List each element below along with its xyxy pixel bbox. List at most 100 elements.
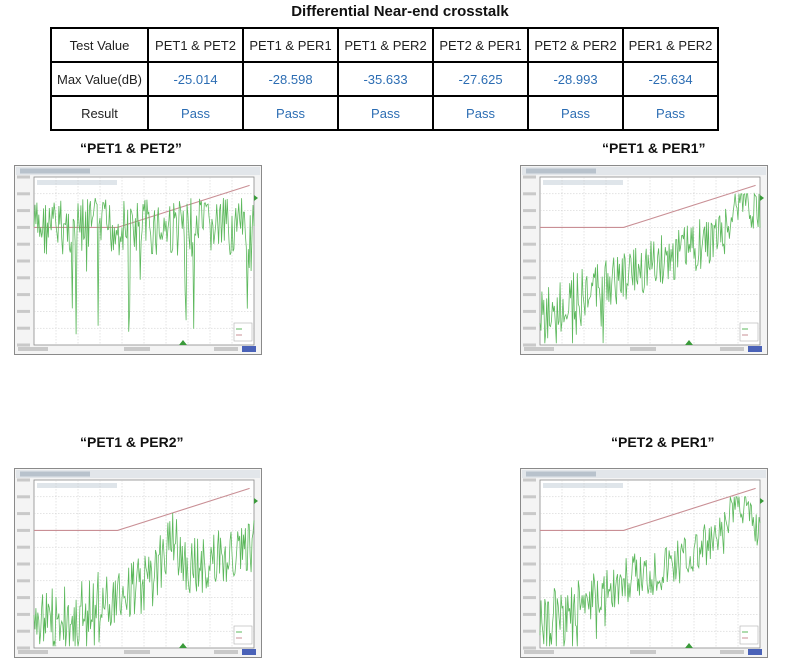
plot-legend-box [739,625,759,645]
start-freq-label [18,650,48,654]
table-header-row: Test Value PET1 & PET2 PET1 & PER1 PET1 … [50,27,719,63]
start-freq-label [524,347,554,351]
tick-label-mark [17,225,30,229]
tick-label-mark [17,293,30,297]
stop-freq-label [720,347,744,351]
result-cell: Pass [147,95,244,131]
crosstalk-plot-pet1-pet2 [14,165,262,355]
tick-label-mark [17,528,30,532]
row-label-test-value: Test Value [50,27,149,63]
analyzer-status-text [526,168,596,174]
tick-label-mark [17,495,30,499]
analyzer-status-bar [522,167,766,175]
analyzer-status-text [20,168,90,174]
crosstalk-plot-pet2-per1 [520,468,768,658]
crosstalk-trace [33,512,255,647]
max-value-cell: -27.625 [432,61,529,97]
tick-label-mark [17,646,30,650]
tick-label-mark [523,309,536,313]
table-result-row: Result Pass Pass Pass Pass Pass Pass [50,95,719,131]
max-value-cell: -25.014 [147,61,244,97]
status-indicator [748,649,762,655]
limit-line [540,184,756,228]
crosstalk-trace [33,197,255,335]
tick-label-mark [523,242,536,246]
reference-arrow-icon [254,498,258,504]
tick-label-mark [17,209,30,213]
pair-cell: PET1 & PER1 [242,27,339,63]
tick-label-mark [523,596,536,600]
tick-label-mark [17,562,30,566]
marker-readout [37,483,117,488]
tick-label-mark [17,192,30,196]
tick-label-mark [523,343,536,347]
tick-label-mark [523,259,536,263]
plot-title-pet1-per1: “PET1 & PER1” [602,140,706,156]
document-title: Differential Near-end crosstalk [291,3,509,20]
start-freq-label [18,347,48,351]
tick-label-mark [523,326,536,330]
max-value-cell: -28.993 [527,61,624,97]
plot-legend-box [233,625,253,645]
crosstalk-plot-svg [14,165,262,355]
plot-title-pet1-pet2: “PET1 & PET2” [80,140,182,156]
analyzer-status-text [526,471,596,477]
tick-label-mark [523,175,536,179]
status-indicator [748,346,762,352]
row-label-max-value: Max Value(dB) [50,61,149,97]
tick-label-mark [523,293,536,297]
reference-arrow-icon [254,195,258,201]
table-max-row: Max Value(dB) -25.014 -28.598 -35.633 -2… [50,61,719,97]
tick-label-mark [523,192,536,196]
plot-title-pet2-per1: “PET2 & PER1” [611,434,715,450]
tick-label-mark [17,276,30,280]
crosstalk-plot-svg [14,468,262,658]
tick-label-mark [17,629,30,633]
ifbw-label [630,650,656,654]
row-label-result: Result [50,95,149,131]
result-cell: Pass [527,95,624,131]
crosstalk-plot-svg [520,468,768,658]
analyzer-status-bar [522,470,766,478]
tick-label-mark [17,545,30,549]
marker-readout [543,180,623,185]
tick-label-mark [17,579,30,583]
ifbw-label [124,347,150,351]
max-value-cell: -35.633 [337,61,434,97]
result-cell: Pass [337,95,434,131]
marker-triangle-icon [179,340,187,345]
tick-label-mark [17,343,30,347]
tick-label-mark [523,612,536,616]
max-value-cell: -25.634 [622,61,719,97]
result-cell: Pass [432,95,529,131]
tick-label-mark [17,175,30,179]
tick-label-mark [523,562,536,566]
marker-triangle-icon [685,340,693,345]
crosstalk-plot-pet1-per1 [520,165,768,355]
result-cell: Pass [622,95,719,131]
tick-label-mark [17,478,30,482]
pair-cell: PER1 & PER2 [622,27,719,63]
plot-legend-box [739,322,759,342]
limit-line [34,487,250,531]
analyzer-status-text [20,471,90,477]
tick-label-mark [523,579,536,583]
ifbw-label [630,347,656,351]
crosstalk-trace [539,192,761,344]
tick-label-mark [523,276,536,280]
results-table: Test Value PET1 & PET2 PET1 & PER1 PET1 … [50,27,719,131]
analyzer-status-bar [16,167,260,175]
tick-label-mark [523,528,536,532]
tick-label-mark [17,242,30,246]
tick-label-mark [523,646,536,650]
analyzer-status-bar [16,470,260,478]
pair-cell: PET1 & PER2 [337,27,434,63]
start-freq-label [524,650,554,654]
max-value-cell: -28.598 [242,61,339,97]
ifbw-label [124,650,150,654]
pair-cell: PET2 & PER1 [432,27,529,63]
reference-arrow-icon [760,195,764,201]
tick-label-mark [17,326,30,330]
marker-triangle-icon [685,643,693,648]
tick-label-mark [17,596,30,600]
